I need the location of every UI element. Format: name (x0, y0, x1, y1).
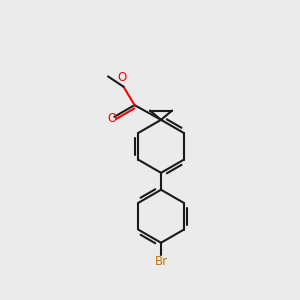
Text: O: O (117, 71, 126, 85)
Text: O: O (107, 112, 116, 125)
Text: Br: Br (154, 254, 168, 268)
